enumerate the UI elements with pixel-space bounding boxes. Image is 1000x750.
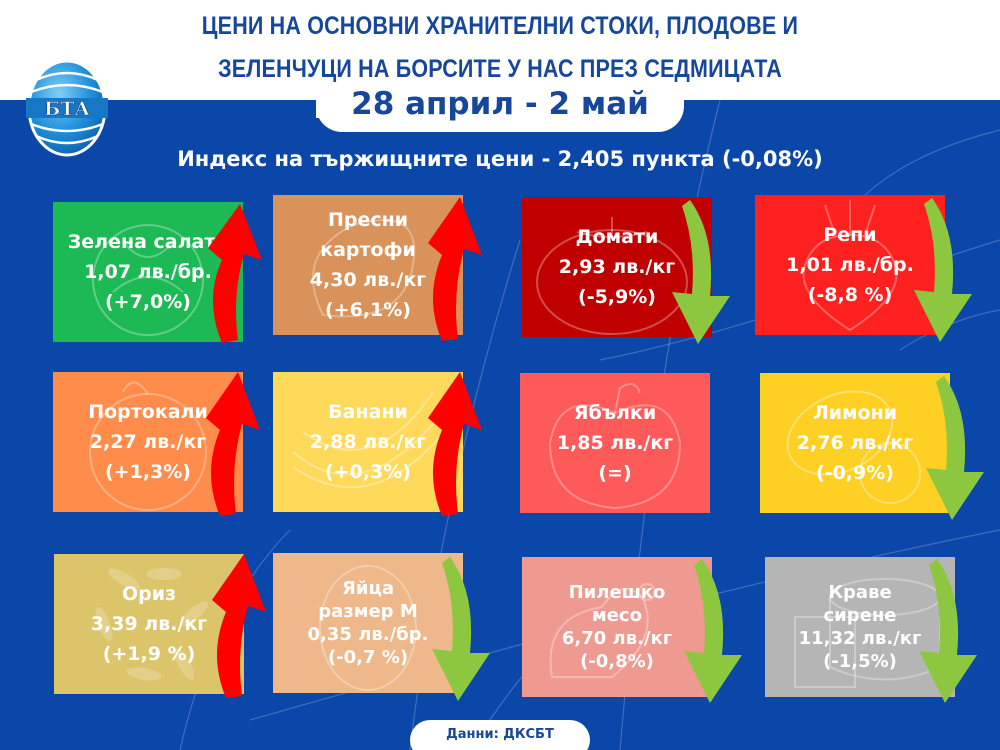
tile-name: Домати <box>575 226 659 248</box>
arrow-up-icon <box>428 197 482 341</box>
tile-price: 0,35 лв./бр. <box>307 624 429 645</box>
tile-price: 2,88 лв./кг <box>309 431 427 453</box>
tile-price: 3,39 лв./кг <box>90 613 208 635</box>
arrow-down-icon <box>432 557 490 701</box>
arrow-down-icon <box>926 376 984 520</box>
tile-change: (-0,9%) <box>816 462 894 484</box>
tile-lettuce: Зелена салата 1,07 лв./бр. (+7,0%) <box>53 202 243 342</box>
page-title-line1: ЦЕНИ НА ОСНОВНИ ХРАНИТЕЛНИ СТОКИ, ПЛОДОВ… <box>201 12 799 40</box>
date-pill <box>316 88 684 132</box>
date-range: 28 април - 2 май <box>351 86 649 122</box>
tile-name-line2: размер М <box>318 601 418 622</box>
tile-price: 11,32 лв./кг <box>798 628 922 649</box>
tile-change: (+6,1%) <box>325 299 411 321</box>
data-source: Данни: ДКСБТ <box>446 727 554 742</box>
tile-change: (-0,8%) <box>580 651 654 672</box>
tile-name-line2: сирене <box>823 605 897 626</box>
tile-change: (-0,7 %) <box>327 647 409 668</box>
arrow-down-icon <box>684 559 742 703</box>
tile-name-line2: месо <box>592 605 642 626</box>
tile-change: (-8,8 %) <box>807 284 893 306</box>
tile-eggs: Яйца размер М 0,35 лв./бр. (-0,7 %) <box>273 553 463 693</box>
tile-name: Банани <box>328 401 408 423</box>
tile-potatoes: Пресни картофи 4,30 лв./кг (+6,1%) <box>273 195 463 335</box>
tile-change: (+7,0%) <box>105 291 191 313</box>
tile-apples: Ябълки 1,85 лв./кг (=) <box>520 373 710 513</box>
arrow-up-icon <box>212 554 266 698</box>
tile-lemons: Лимони 2,76 лв./кг (-0,9%) <box>760 373 950 513</box>
tile-price: 1,01 лв./бр. <box>786 254 914 276</box>
tile-name: Ябълки <box>573 402 657 424</box>
page-title-line2: ЗЕЛЕНЧУЦИ НА БОРСИТЕ У НАС ПРЕЗ СЕДМИЦАТ… <box>218 55 782 83</box>
tile-name: Зелена салата <box>67 231 229 253</box>
tile-turnips: Репи 1,01 лв./бр. (-8,8 %) <box>755 195 945 335</box>
tile-name: Краве <box>828 582 892 603</box>
bta-logo-icon: БТА <box>26 59 108 157</box>
tile-name: Яйца <box>342 578 394 599</box>
tile-name: Ориз <box>121 583 177 605</box>
arrow-up-icon <box>208 204 262 343</box>
tile-price: 1,85 лв./кг <box>556 432 674 454</box>
svg-text:БТА: БТА <box>44 98 90 120</box>
tile-price: 2,93 лв./кг <box>558 256 676 278</box>
tile-change: (+0,3%) <box>325 461 411 483</box>
tile-name: Пилешко <box>568 582 666 603</box>
arrow-up-icon <box>206 372 260 516</box>
tile-change: (-1,5%) <box>823 651 897 672</box>
arrow-up-icon <box>428 372 482 516</box>
tile-change: (+1,9 %) <box>102 643 196 665</box>
tile-tomatoes: Домати 2,93 лв./кг (-5,9%) <box>522 197 712 337</box>
price-index: Индекс на тържищните цени - 2,405 пункта… <box>177 147 823 171</box>
tile-name: Репи <box>823 224 877 246</box>
arrow-down-icon <box>919 559 977 703</box>
tile-price: 4,30 лв./кг <box>309 269 427 291</box>
tile-name: Пресни <box>327 209 409 231</box>
tile-name: Портокали <box>88 401 208 423</box>
tile-price: 1,07 лв./бр. <box>84 261 212 283</box>
arrow-down-icon <box>672 200 730 344</box>
tile-price: 2,27 лв./кг <box>89 431 207 453</box>
tile-name: Лимони <box>812 402 898 424</box>
tile-oranges: Портокали 2,27 лв./кг (+1,3%) <box>53 372 243 512</box>
arrow-down-icon <box>914 198 972 342</box>
footer-pill <box>410 720 590 750</box>
tile-change: (-5,9%) <box>578 286 656 308</box>
tile-rice: Ориз 3,39 лв./кг (+1,9 %) <box>54 554 244 694</box>
tile-change: (=) <box>598 462 632 484</box>
header-background <box>0 0 1000 100</box>
tile-name-line2: картофи <box>320 239 416 261</box>
tile-price: 6,70 лв./кг <box>561 628 673 649</box>
tile-change: (+1,3%) <box>105 461 191 483</box>
tile-price: 2,76 лв./кг <box>796 432 914 454</box>
